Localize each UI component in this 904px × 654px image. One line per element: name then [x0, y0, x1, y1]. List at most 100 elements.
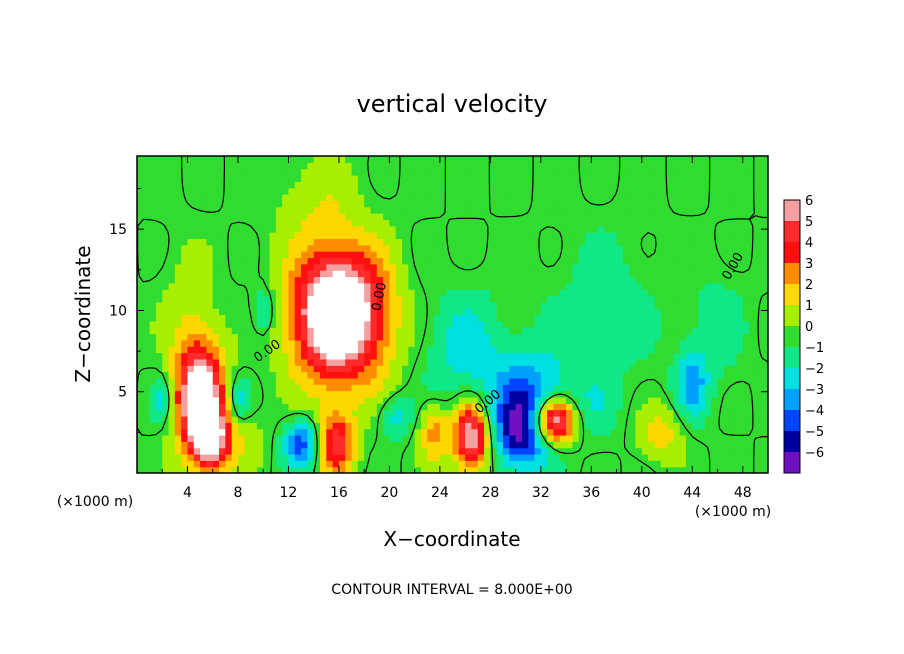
heatmap-cell — [723, 371, 731, 379]
heatmap-cell — [616, 320, 624, 328]
heatmap-cell — [654, 168, 662, 176]
heatmap-cell — [427, 206, 435, 214]
heatmap-cell — [496, 238, 504, 246]
heatmap-cell — [521, 270, 529, 278]
heatmap-cell — [660, 320, 668, 328]
heatmap-cell — [370, 232, 378, 240]
heatmap-cell — [187, 181, 195, 189]
heatmap-cell — [364, 251, 372, 259]
heatmap-cell — [174, 377, 182, 385]
heatmap-cell — [376, 377, 384, 385]
heatmap-cell — [553, 434, 561, 442]
heatmap-cell — [509, 175, 517, 182]
heatmap-cell — [660, 434, 668, 442]
heatmap-cell — [736, 225, 744, 233]
heatmap-cell — [433, 371, 441, 379]
heatmap-cell — [578, 377, 586, 385]
heatmap-cell — [294, 320, 302, 328]
heatmap-cell — [515, 453, 523, 461]
heatmap-cell — [168, 187, 176, 195]
heatmap-cell — [711, 276, 719, 284]
heatmap-cell — [237, 232, 245, 240]
heatmap-cell — [408, 175, 416, 182]
heatmap-cell — [559, 314, 567, 322]
heatmap-cell — [528, 213, 536, 220]
heatmap-cell — [395, 346, 403, 354]
heatmap-cell — [402, 232, 409, 240]
heatmap-cell — [509, 257, 517, 265]
heatmap-cell — [263, 175, 271, 182]
heatmap-cell — [420, 453, 428, 461]
heatmap-cell — [597, 453, 605, 461]
heatmap-cell — [225, 460, 233, 468]
heatmap-cell — [484, 377, 491, 385]
heatmap-cell — [332, 434, 340, 442]
heatmap-cell — [641, 409, 649, 417]
heatmap-cell — [389, 371, 397, 379]
heatmap-cell — [755, 257, 763, 265]
heatmap-cell — [610, 263, 618, 271]
heatmap-cell — [162, 219, 170, 227]
heatmap-cell — [263, 156, 271, 163]
heatmap-cell — [490, 390, 498, 398]
heatmap-cell — [616, 244, 624, 252]
heatmap-cell — [319, 371, 327, 379]
heatmap-cell — [212, 422, 220, 430]
heatmap-cell — [263, 263, 271, 271]
heatmap-cell — [301, 156, 308, 163]
heatmap-cell — [402, 441, 409, 449]
heatmap-cell — [433, 276, 441, 284]
heatmap-cell — [389, 213, 397, 220]
heatmap-cell — [616, 409, 624, 417]
heatmap-cell — [742, 194, 750, 201]
heatmap-cell — [212, 194, 220, 201]
heatmap-cell — [673, 327, 681, 335]
heatmap-cell — [742, 257, 750, 265]
heatmap-cell — [654, 194, 662, 201]
heatmap-cell — [402, 365, 409, 373]
heatmap-cell — [730, 434, 738, 442]
heatmap-cell — [168, 295, 176, 303]
heatmap-cell — [635, 238, 643, 246]
heatmap-cell — [402, 295, 409, 303]
heatmap-cell — [465, 213, 473, 220]
heatmap-cell — [376, 333, 384, 341]
heatmap-cell — [603, 168, 611, 176]
heatmap-cell — [553, 352, 561, 360]
heatmap-cell — [761, 187, 768, 195]
heatmap-cell — [477, 244, 485, 252]
heatmap-cell — [458, 289, 466, 297]
heatmap-cell — [616, 415, 624, 423]
heatmap-cell — [597, 346, 605, 354]
heatmap-cell — [603, 276, 611, 284]
heatmap-cell — [452, 206, 460, 214]
heatmap-cell — [477, 358, 485, 366]
heatmap-cell — [389, 168, 397, 176]
heatmap-cell — [168, 257, 176, 265]
heatmap-cell — [509, 244, 517, 252]
heatmap-cell — [219, 428, 226, 436]
heatmap-cell — [307, 225, 315, 233]
heatmap-cell — [509, 200, 517, 208]
heatmap-cell — [269, 301, 277, 309]
heatmap-cell — [149, 339, 157, 347]
heatmap-cell — [736, 244, 744, 252]
heatmap-cell — [307, 213, 315, 220]
heatmap-cell — [660, 314, 668, 322]
heatmap-cell — [263, 428, 271, 436]
heatmap-cell — [420, 187, 428, 195]
heatmap-cell — [597, 200, 605, 208]
heatmap-cell — [591, 219, 599, 227]
heatmap-cell — [332, 428, 340, 436]
heatmap-cell — [307, 314, 315, 322]
heatmap-cell — [654, 428, 662, 436]
heatmap-cell — [578, 428, 586, 436]
heatmap-cell — [294, 175, 302, 182]
heatmap-cell — [515, 200, 523, 208]
heatmap-cell — [174, 453, 182, 461]
heatmap-cell — [137, 434, 144, 442]
heatmap-cell — [263, 365, 271, 373]
heatmap-cell — [237, 251, 245, 259]
heatmap-cell — [730, 282, 738, 290]
heatmap-cell — [206, 251, 214, 259]
